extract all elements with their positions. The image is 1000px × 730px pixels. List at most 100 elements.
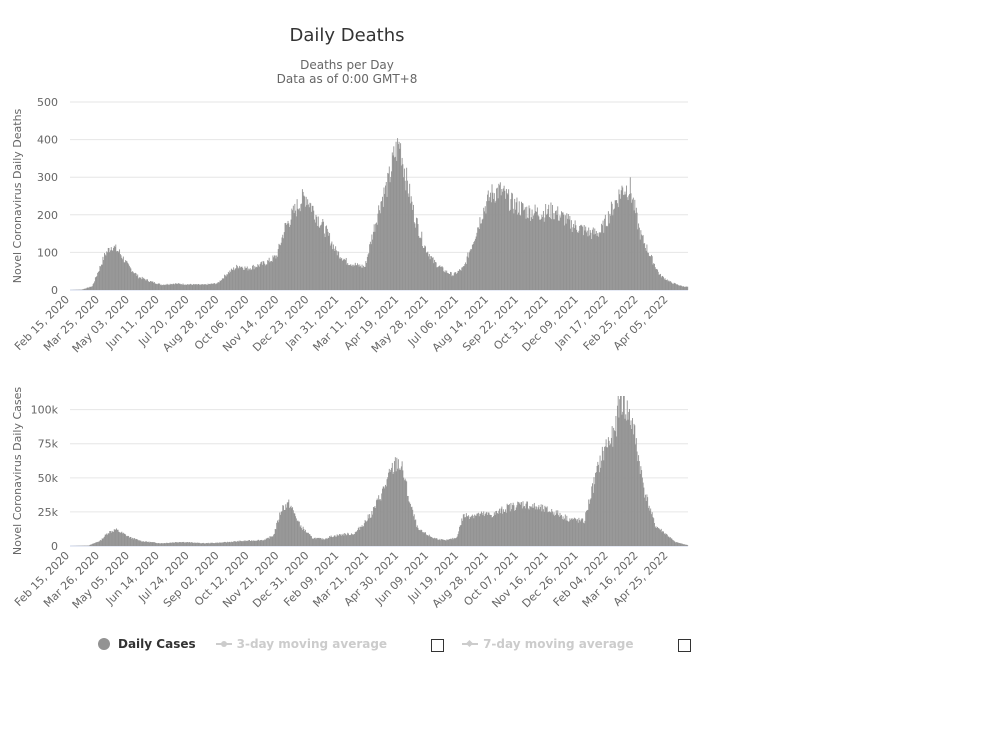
bar (420, 529, 422, 546)
bar (379, 213, 381, 290)
bar (555, 211, 556, 290)
bar (399, 148, 401, 290)
bar (608, 440, 610, 546)
bar (162, 284, 164, 290)
bar (513, 505, 515, 546)
legend-item-7-day-average[interactable]: 7-day moving average (462, 637, 634, 651)
bar (355, 265, 357, 290)
bar (348, 265, 349, 290)
bar (474, 238, 476, 290)
bar (477, 512, 479, 546)
bar (580, 519, 582, 546)
bar (488, 200, 490, 290)
bar (426, 535, 428, 546)
bar (663, 277, 664, 290)
bar (230, 268, 232, 290)
bar (260, 262, 262, 290)
bar (124, 533, 126, 546)
bar (159, 283, 161, 290)
bar (242, 541, 244, 546)
bar (299, 211, 301, 290)
bar (403, 477, 405, 546)
bar (557, 510, 559, 546)
bar (126, 261, 128, 290)
bar (315, 539, 317, 546)
bar (449, 274, 451, 290)
bar (107, 534, 108, 546)
bar (514, 209, 516, 290)
legend-item-3-day-average[interactable]: 3-day moving average (215, 637, 387, 651)
y-tick-label: 400 (37, 134, 58, 147)
bar (628, 411, 630, 546)
bar (178, 283, 179, 290)
bar (107, 252, 108, 290)
bar (263, 540, 265, 546)
bar (186, 542, 188, 546)
bar (508, 504, 510, 546)
line-circle-marker-icon (215, 639, 232, 649)
bar (401, 157, 403, 290)
bar (300, 204, 302, 290)
bar (466, 516, 468, 546)
bar (421, 231, 423, 290)
bar (576, 519, 578, 546)
bar (354, 262, 356, 290)
bar (556, 513, 558, 546)
bar (376, 498, 378, 546)
bar (360, 526, 362, 546)
bar (625, 194, 627, 290)
bar (680, 543, 682, 546)
bar (307, 199, 309, 290)
bar (109, 531, 111, 546)
bar (593, 234, 595, 290)
bar (252, 264, 254, 290)
bar (323, 233, 325, 290)
bar (145, 280, 147, 290)
legend-item-daily-cases[interactable]: Daily Cases (98, 637, 196, 651)
bar (319, 538, 321, 546)
bar (404, 180, 406, 290)
bar (675, 284, 677, 290)
bar (406, 167, 408, 290)
bar (206, 284, 208, 290)
bar (283, 505, 284, 546)
bar (169, 542, 171, 546)
7-day-average-checkbox[interactable] (677, 638, 691, 652)
bar (433, 263, 435, 290)
bar (535, 211, 537, 290)
bar (518, 212, 519, 290)
bar (361, 525, 363, 546)
bar (603, 232, 605, 290)
bar (240, 266, 242, 290)
bar (400, 165, 402, 290)
bar (320, 224, 322, 290)
bar (616, 203, 618, 290)
bar (191, 284, 193, 290)
bar (259, 540, 261, 546)
bar (439, 538, 441, 546)
bar (386, 196, 388, 290)
bar (474, 240, 476, 290)
bar (504, 190, 506, 290)
bar (484, 516, 485, 546)
bar (456, 272, 458, 290)
bar (379, 499, 381, 546)
bar (243, 269, 245, 290)
bar (434, 259, 436, 290)
bar (442, 539, 444, 546)
bar (634, 425, 636, 546)
bar (219, 542, 221, 546)
bar (644, 247, 646, 290)
bar (317, 538, 319, 546)
bar (401, 461, 403, 546)
bar (507, 194, 509, 290)
bar (650, 514, 652, 546)
bar (291, 208, 293, 290)
bar (249, 541, 251, 546)
bar (269, 262, 271, 290)
bar (543, 221, 545, 290)
bar (287, 220, 289, 290)
bar (97, 541, 99, 546)
3-day-average-checkbox[interactable] (431, 638, 445, 652)
